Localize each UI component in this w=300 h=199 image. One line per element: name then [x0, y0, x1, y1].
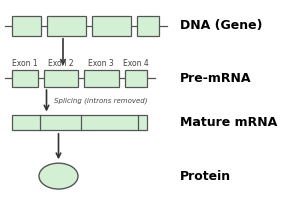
Text: Exon 4: Exon 4: [123, 59, 148, 68]
Text: Splicing (introns removed): Splicing (introns removed): [54, 98, 148, 104]
Bar: [12, 16, 40, 36]
Bar: [12, 115, 147, 130]
Text: DNA (Gene): DNA (Gene): [180, 19, 262, 32]
Bar: [136, 16, 159, 36]
Bar: [44, 70, 78, 87]
Text: Exon 2: Exon 2: [48, 59, 74, 68]
Circle shape: [39, 163, 78, 189]
Bar: [84, 70, 119, 87]
Bar: [92, 16, 130, 36]
Text: Exon 1: Exon 1: [12, 59, 38, 68]
Bar: [46, 16, 86, 36]
Bar: [124, 70, 147, 87]
Text: Protein: Protein: [180, 170, 231, 183]
Text: Pre-mRNA: Pre-mRNA: [180, 72, 251, 85]
Bar: [12, 70, 38, 87]
Text: Mature mRNA: Mature mRNA: [180, 116, 277, 130]
Text: Exon 3: Exon 3: [88, 59, 114, 68]
